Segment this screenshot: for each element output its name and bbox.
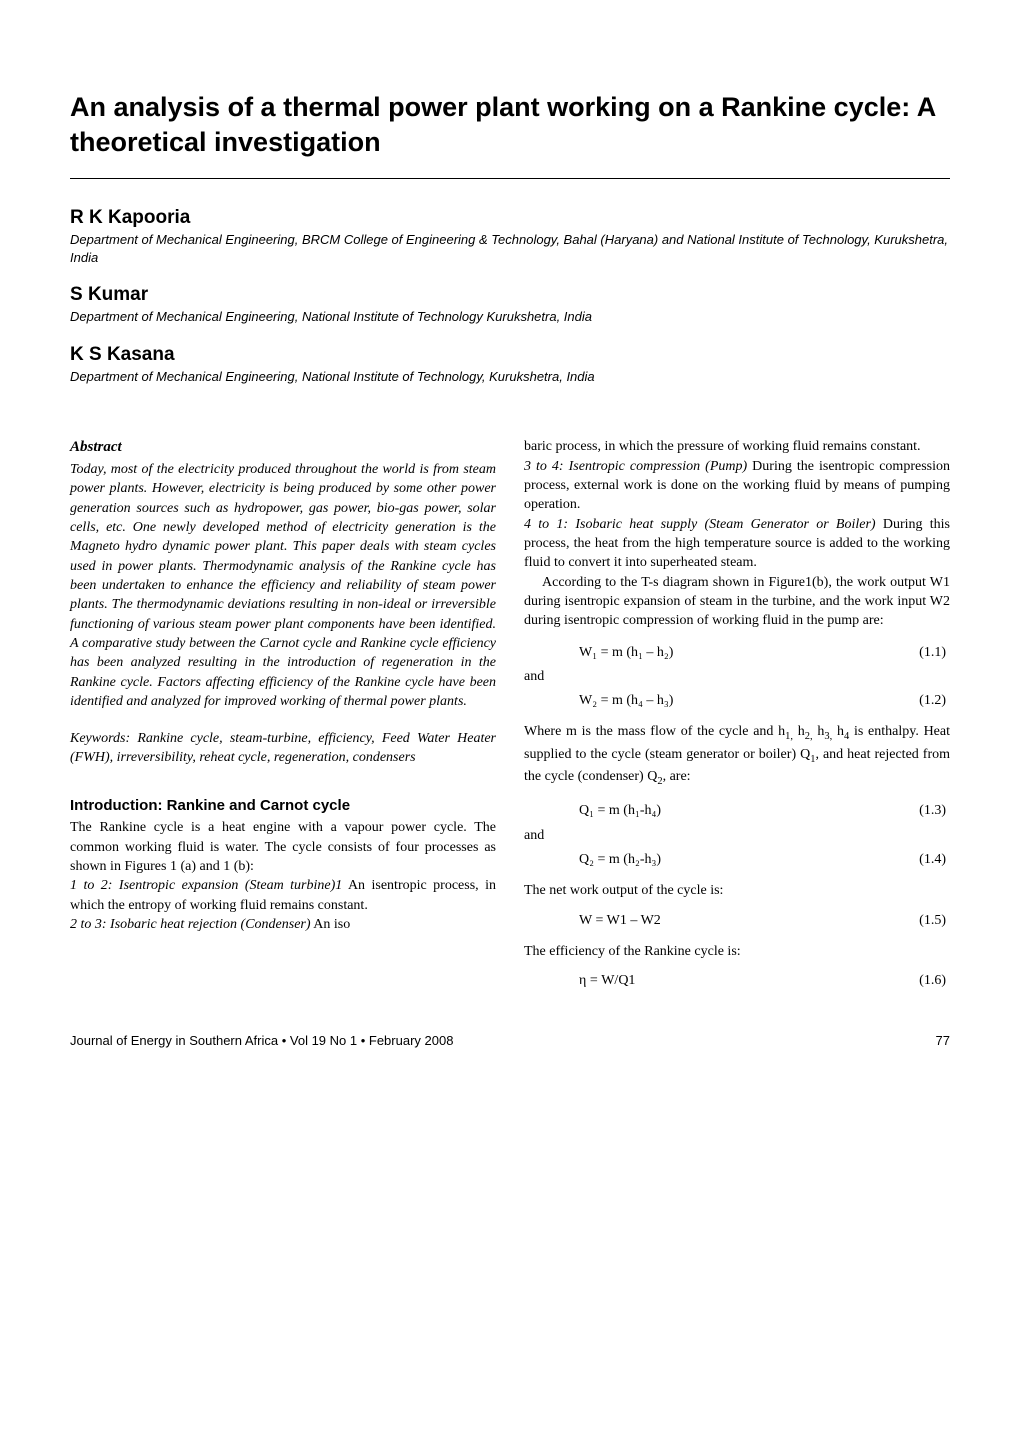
process-2-label: 2 to 3: Isobaric heat rejection (Condens…	[70, 917, 311, 932]
affiliation-3: Department of Mechanical Engineering, Na…	[70, 368, 950, 386]
process-2-cont: baric process, in which the pressure of …	[524, 437, 950, 456]
enth-a: Where m is the mass flow of the cycle an…	[524, 724, 785, 739]
enthalpy-para: Where m is the mass flow of the cycle an…	[524, 722, 950, 789]
author-block-3: K S Kasana Department of Mechanical Engi…	[70, 344, 950, 386]
and-1: and	[524, 667, 950, 686]
eq-1-6-num: (1.6)	[919, 971, 950, 990]
footer-journal: Journal of Energy in Southern Africa • V…	[70, 1033, 453, 1048]
net-work-text: The net work output of the cycle is:	[524, 881, 950, 900]
eq-1-1-num: (1.1)	[919, 643, 950, 662]
efficiency-text: The efficiency of the Rankine cycle is:	[524, 942, 950, 961]
author-name-2: S Kumar	[70, 284, 950, 306]
affiliation-2: Department of Mechanical Engineering, Na…	[70, 308, 950, 326]
eq-1-2-body: W₂ = m (h₄ – h₃)	[579, 691, 919, 710]
intro-para-1: The Rankine cycle is a heat engine with …	[70, 818, 496, 876]
process-3: 3 to 4: Isentropic compression (Pump) Du…	[524, 457, 950, 515]
equation-1-1: W₁ = m (h₁ – h₂) (1.1)	[524, 643, 950, 662]
eq-1-2-num: (1.2)	[919, 691, 950, 710]
equation-1-2: W₂ = m (h₄ – h₃) (1.2)	[524, 691, 950, 710]
two-column-layout: Abstract Today, most of the electricity …	[70, 437, 950, 995]
eq-1-3-num: (1.3)	[919, 801, 950, 820]
keywords: Keywords: Rankine cycle, steam-turbine, …	[70, 729, 496, 768]
equation-1-3: Q₁ = m (h₁-h₄) (1.3)	[524, 801, 950, 820]
process-2-text: An iso	[311, 917, 351, 932]
author-block-2: S Kumar Department of Mechanical Enginee…	[70, 284, 950, 326]
equation-1-4: Q₂ = m (h₂-h₃) (1.4)	[524, 850, 950, 869]
process-3-label: 3 to 4: Isentropic compression (Pump)	[524, 459, 747, 474]
intro-heading: Introduction: Rankine and Carnot cycle	[70, 796, 496, 817]
author-block-1: R K Kapooria Department of Mechanical En…	[70, 207, 950, 266]
paper-title: An analysis of a thermal power plant wor…	[70, 90, 950, 160]
process-4: 4 to 1: Isobaric heat supply (Steam Gene…	[524, 515, 950, 573]
eq-1-4-num: (1.4)	[919, 850, 950, 869]
and-2: and	[524, 826, 950, 845]
equation-1-5: W = W1 – W2 (1.5)	[524, 911, 950, 930]
affiliation-1: Department of Mechanical Engineering, BR…	[70, 231, 950, 266]
equation-1-6: η = W/Q1 (1.6)	[524, 971, 950, 990]
eq-1-5-body: W = W1 – W2	[579, 911, 919, 930]
abstract-heading: Abstract	[70, 437, 496, 458]
abstract-body: Today, most of the electricity produced …	[70, 460, 496, 711]
author-name-3: K S Kasana	[70, 344, 950, 366]
eq-1-4-body: Q₂ = m (h₂-h₃)	[579, 850, 919, 869]
enth-d: , are:	[663, 769, 691, 784]
process-1-label: 1 to 2: Isentropic expansion (Steam turb…	[70, 878, 342, 893]
process-1: 1 to 2: Isentropic expansion (Steam turb…	[70, 876, 496, 915]
eq-1-1-body: W₁ = m (h₁ – h₂)	[579, 643, 919, 662]
eq-1-6-body: η = W/Q1	[579, 971, 919, 990]
eq-1-3-body: Q₁ = m (h₁-h₄)	[579, 801, 919, 820]
left-column: Abstract Today, most of the electricity …	[70, 437, 496, 995]
footer-page-number: 77	[936, 1033, 950, 1048]
author-name-1: R K Kapooria	[70, 207, 950, 229]
page-footer: Journal of Energy in Southern Africa • V…	[70, 1033, 950, 1048]
right-column: baric process, in which the pressure of …	[524, 437, 950, 995]
process-2: 2 to 3: Isobaric heat rejection (Condens…	[70, 915, 496, 934]
eq-1-5-num: (1.5)	[919, 911, 950, 930]
title-rule	[70, 178, 950, 179]
ts-diagram-para: According to the T-s diagram shown in Fi…	[524, 573, 950, 631]
process-4-label: 4 to 1: Isobaric heat supply (Steam Gene…	[524, 517, 876, 532]
